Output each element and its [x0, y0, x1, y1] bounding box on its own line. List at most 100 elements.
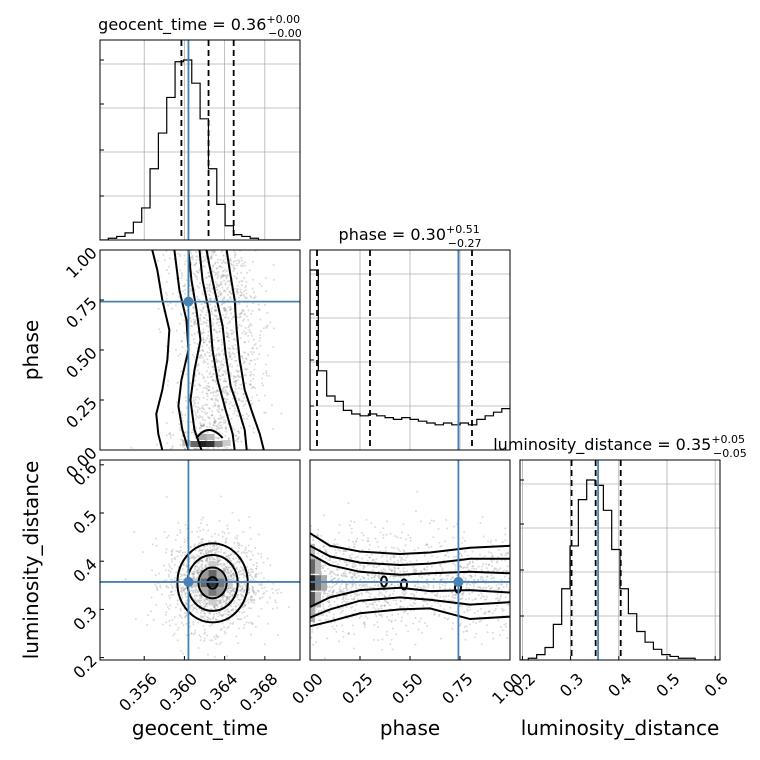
scatter-point	[217, 366, 220, 369]
scatter-point	[192, 321, 195, 324]
scatter-point	[227, 613, 230, 616]
scatter-point	[222, 357, 225, 360]
scatter-point	[246, 615, 249, 618]
scatter-point	[233, 275, 236, 278]
scatter-point	[365, 583, 368, 586]
scatter-point	[170, 583, 173, 586]
scatter-point	[190, 325, 193, 328]
density-cell	[198, 434, 207, 440]
scatter-point	[223, 309, 226, 312]
scatter-point	[398, 555, 401, 558]
scatter-point	[242, 417, 245, 420]
scatter-point	[362, 601, 365, 604]
scatter-point	[413, 549, 416, 552]
scatter-point	[235, 369, 238, 372]
scatter-point	[248, 621, 251, 624]
scatter-point	[350, 606, 353, 609]
scatter-point	[487, 540, 490, 543]
scatter-point	[487, 610, 490, 613]
scatter-point	[388, 576, 391, 579]
scatter-point	[226, 274, 229, 277]
scatter-point	[334, 573, 337, 576]
scatter-point	[244, 374, 247, 377]
scatter-point	[356, 593, 359, 596]
scatter-point	[229, 592, 232, 595]
scatter-point	[445, 582, 448, 585]
scatter-point	[213, 250, 216, 253]
scatter-point	[421, 604, 424, 607]
scatter-point	[498, 549, 501, 552]
scatter-point	[402, 523, 405, 526]
scatter-point	[209, 297, 212, 300]
scatter-point	[223, 316, 226, 319]
scatter-point	[423, 568, 426, 571]
scatter-point	[389, 568, 392, 571]
scatter-point	[250, 296, 253, 299]
scatter-point	[200, 424, 203, 427]
scatter-point	[215, 604, 218, 607]
scatter-point	[231, 608, 234, 611]
scatter-point	[352, 578, 355, 581]
scatter-point	[353, 520, 356, 523]
scatter-point	[443, 608, 446, 611]
scatter-point	[495, 561, 498, 564]
scatter-point	[196, 571, 199, 574]
scatter-point	[197, 569, 200, 572]
scatter-point	[311, 630, 314, 633]
scatter-point	[239, 294, 242, 297]
scatter-point	[217, 347, 220, 350]
scatter-point	[499, 594, 502, 597]
scatter-point	[215, 267, 218, 270]
scatter-point	[244, 313, 247, 316]
scatter-point	[214, 274, 217, 277]
scatter-point	[200, 564, 203, 567]
scatter-point	[332, 616, 335, 619]
scatter-point	[492, 637, 495, 640]
scatter-point	[468, 623, 471, 626]
scatter-point	[253, 297, 256, 300]
scatter-point	[222, 302, 225, 305]
scatter-point	[347, 502, 350, 505]
scatter-point	[453, 555, 456, 558]
scatter-point	[209, 303, 212, 306]
scatter-point	[222, 364, 225, 367]
scatter-point	[354, 584, 357, 587]
scatter-point	[380, 615, 383, 618]
scatter-point	[377, 607, 380, 610]
scatter-point	[255, 567, 258, 570]
scatter-point	[432, 584, 435, 587]
scatter-point	[182, 588, 185, 591]
scatter-point	[196, 255, 199, 258]
scatter-point	[167, 380, 170, 383]
scatter-point	[387, 619, 390, 622]
scatter-point	[327, 605, 330, 608]
scatter-point	[168, 565, 171, 568]
scatter-point	[200, 559, 203, 562]
scatter-point	[240, 565, 243, 568]
scatter-point	[203, 341, 206, 344]
scatter-point	[168, 619, 171, 622]
scatter-point	[235, 339, 238, 342]
scatter-point	[229, 308, 232, 311]
scatter-point	[237, 546, 240, 549]
scatter-point	[324, 569, 327, 572]
scatter-point	[453, 594, 456, 597]
scatter-point	[348, 554, 351, 557]
scatter-point	[180, 587, 183, 590]
scatter-point	[491, 554, 494, 557]
scatter-point	[155, 586, 158, 589]
scatter-point	[165, 603, 168, 606]
scatter-point	[487, 551, 490, 554]
histogram-geocent_time	[100, 59, 300, 240]
panel-title-geocent_time: geocent_time = 0.36+0.00 −0.00	[98, 13, 302, 40]
scatter-point	[205, 313, 208, 316]
scatter-point	[200, 303, 203, 306]
scatter-point	[166, 384, 169, 387]
scatter-point	[376, 541, 379, 544]
scatter-point	[194, 414, 197, 417]
scatter-point	[394, 619, 397, 622]
scatter-point	[174, 304, 177, 307]
scatter-point	[331, 585, 334, 588]
scatter-point	[216, 437, 219, 440]
scatter-point	[380, 604, 383, 607]
